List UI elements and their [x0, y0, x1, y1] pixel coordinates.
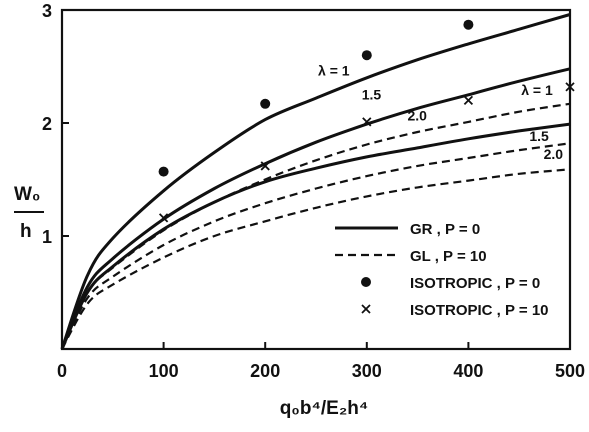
- cross-stroke: [463, 95, 474, 106]
- curve-layer: [60, 13, 571, 350]
- isotropic-p0-point: [361, 50, 372, 61]
- x-tick-label: 200: [250, 361, 280, 381]
- cross-stroke: [361, 304, 371, 314]
- point-layer: [158, 19, 575, 223]
- x-axis-label: q₀b⁴/E₂h⁴: [280, 398, 369, 419]
- x-tick-label: 500: [555, 361, 585, 381]
- legend-cross-marker: [361, 304, 371, 314]
- y-axis-label-numerator: W₀: [14, 184, 41, 205]
- gl-curve: [61, 168, 571, 350]
- isotropic-p10-point: [565, 82, 575, 92]
- curve-label: 2.0: [407, 108, 427, 124]
- x-tick-label: 100: [149, 361, 179, 381]
- tick-layer: 0 100 200 300 400 500 1 2 3: [42, 1, 585, 381]
- cross-stroke: [362, 117, 372, 127]
- curve-label: 1.5: [362, 86, 382, 102]
- isotropic-p10-point: [158, 213, 169, 223]
- plot-frame: [60, 8, 572, 351]
- legend-label: GL , P = 10: [410, 248, 487, 265]
- isotropic-p0-point: [158, 166, 169, 177]
- curve-label: λ = 1: [521, 82, 553, 98]
- isotropic-p0-point: [260, 98, 271, 109]
- gr-curve: [60, 67, 571, 350]
- isotropic-p10-point: [463, 95, 474, 106]
- isotropic-p0-point: [463, 19, 474, 30]
- curve-label: 1.5: [529, 128, 549, 144]
- curve-label-layer: λ = 1 1.5 2.0 λ = 1 1.5 2.0: [318, 63, 563, 163]
- isotropic-p10-point: [260, 161, 270, 171]
- y-tick-label: 3: [42, 1, 52, 21]
- x-tick-label: 300: [352, 361, 382, 381]
- y-tick-label: 1: [42, 227, 52, 247]
- y-axis-label-denominator: h: [20, 221, 32, 242]
- gr-curve: [60, 13, 571, 350]
- legend-dot-marker: [361, 277, 371, 287]
- y-tick-label: 2: [42, 114, 52, 134]
- x-tick-label: 400: [453, 361, 483, 381]
- curve-label: λ = 1: [318, 63, 350, 79]
- cross-stroke: [158, 213, 169, 223]
- x-tick-label: 0: [57, 361, 67, 381]
- gl-curve: [60, 102, 571, 350]
- legend: GR , P = 0 GL , P = 10 ISOTROPIC , P = 0 IS…: [335, 221, 549, 319]
- gl-curve: [61, 142, 571, 350]
- legend-label: ISOTROPIC , P = 0: [410, 275, 540, 292]
- curve-label: 2.0: [544, 146, 564, 162]
- isotropic-p10-point: [362, 117, 372, 127]
- cross-stroke: [260, 161, 270, 171]
- legend-label: GR , P = 0: [410, 221, 480, 238]
- cross-stroke: [565, 82, 575, 92]
- legend-label: ISOTROPIC , P = 10: [410, 302, 549, 319]
